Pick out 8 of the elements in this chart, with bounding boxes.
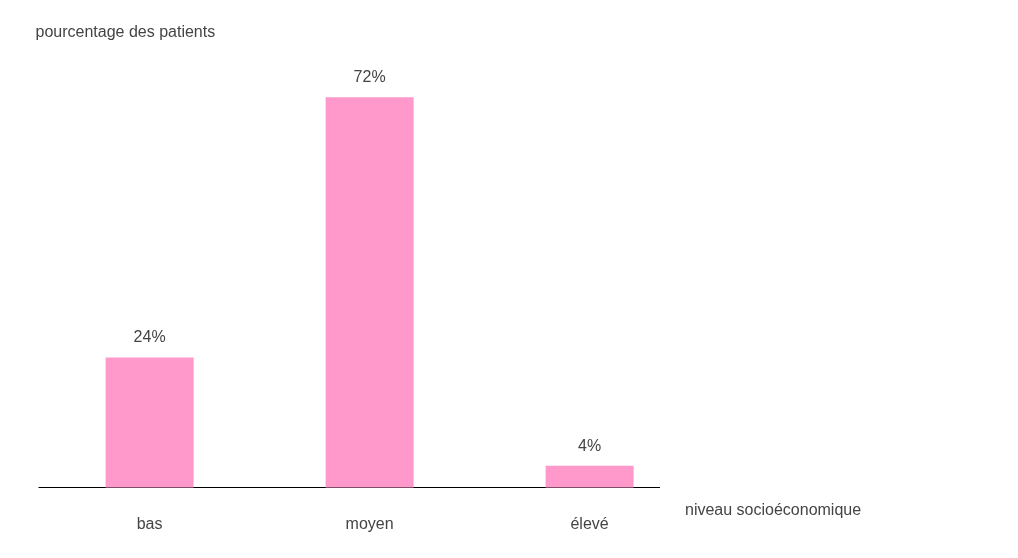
x-tick-label: bas bbox=[136, 515, 163, 532]
data-label: 24% bbox=[133, 328, 166, 346]
data-label: 4% bbox=[578, 436, 602, 454]
y-axis-title: pourcentage des patients bbox=[35, 22, 216, 40]
x-tick-label: moyen bbox=[345, 515, 394, 532]
data-label: 72% bbox=[353, 68, 386, 86]
x-tick-label: élevé bbox=[570, 515, 609, 532]
x-axis-title: niveau socioéconomique bbox=[685, 501, 862, 518]
